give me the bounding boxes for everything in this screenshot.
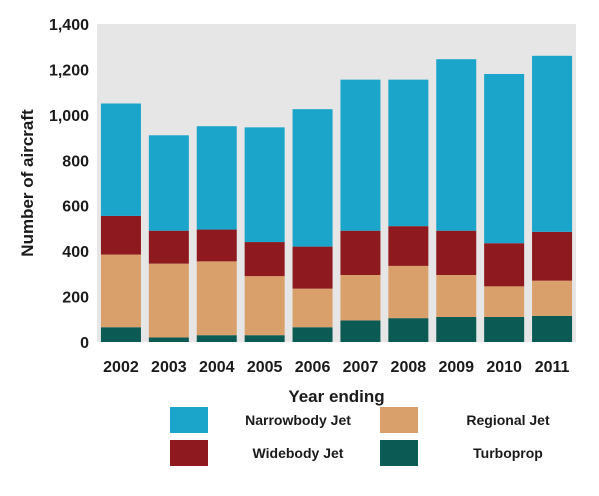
bar-turboprop-2002 [100,327,141,342]
bar-narrowbody-jet-2003 [148,135,189,231]
x-tick-label: 2007 [343,359,379,376]
legend-item-narrowbody-jet: Narrowbody Jet [170,407,351,433]
y-tick-label: 0 [80,335,89,352]
bar-stack-2008 [388,79,429,342]
bar-turboprop-2007 [340,320,381,342]
bar-regional-jet-2007 [340,274,381,321]
y-axis-title: Number of aircraft [18,109,37,257]
legend-item-regional-jet: Regional Jet [380,407,550,433]
bar-turboprop-2003 [148,337,189,342]
bars [100,55,573,342]
legend: Narrowbody Jet Regional Jet Widebody Jet Tu… [170,407,550,466]
y-tick-label: 600 [62,199,89,216]
bar-stack-2005 [244,127,285,342]
legend-label: Widebody Jet [253,445,344,461]
bar-regional-jet-2008 [388,265,429,319]
legend-swatch [380,440,418,466]
x-tick-label: 2003 [151,359,187,376]
bar-stack-2003 [148,135,189,342]
bar-stack-2007 [340,79,381,342]
bar-widebody-jet-2008 [388,226,429,266]
x-axis-title: Year ending [288,387,384,406]
bar-narrowbody-jet-2008 [388,79,429,227]
bar-turboprop-2011 [532,315,573,342]
bar-widebody-jet-2004 [196,229,237,262]
legend-item-widebody-jet: Widebody Jet [170,440,344,466]
y-tick-label: 800 [62,153,89,170]
y-tick-label: 400 [62,244,89,261]
bar-stack-2004 [196,126,237,342]
bar-widebody-jet-2005 [244,242,285,277]
bar-widebody-jet-2003 [148,230,189,264]
bar-narrowbody-jet-2007 [340,79,381,231]
bar-regional-jet-2003 [148,263,189,338]
bar-stack-2009 [436,59,477,342]
x-tick-label: 2011 [535,359,570,376]
bar-widebody-jet-2006 [292,246,333,289]
x-tick-label: 2004 [199,359,235,376]
bar-turboprop-2004 [196,335,237,342]
y-tick-label: 1,000 [49,108,89,125]
bar-turboprop-2006 [292,327,333,342]
bar-widebody-jet-2002 [100,215,141,255]
x-tick-label: 2008 [391,359,427,376]
legend-swatch [170,407,208,433]
y-axis-ticks: 0 200 400 600 800 1,000 1,200 1,400 [49,17,89,352]
y-tick-label: 1,200 [49,62,89,79]
y-tick-label: 1,400 [49,17,89,34]
bar-regional-jet-2010 [484,286,525,318]
bar-regional-jet-2006 [292,288,333,328]
bar-narrowbody-jet-2010 [484,73,525,244]
y-tick-label: 200 [62,290,89,307]
legend-item-turboprop: Turboprop [380,440,543,466]
bar-widebody-jet-2011 [532,231,573,281]
bar-stack-2010 [484,73,525,342]
x-tick-label: 2009 [438,359,474,376]
bar-widebody-jet-2010 [484,243,525,287]
bar-turboprop-2009 [436,317,477,342]
bar-narrowbody-jet-2005 [244,127,285,243]
bar-widebody-jet-2009 [436,230,477,275]
bar-regional-jet-2009 [436,274,477,318]
bar-widebody-jet-2007 [340,230,381,275]
bar-regional-jet-2004 [196,261,237,336]
x-tick-label: 2006 [295,359,331,376]
bar-narrowbody-jet-2009 [436,59,477,231]
legend-label: Turboprop [473,445,543,461]
bar-stack-2002 [100,103,141,342]
bar-turboprop-2010 [484,317,525,342]
bar-turboprop-2005 [244,335,285,342]
bar-turboprop-2008 [388,318,429,342]
bar-regional-jet-2002 [100,254,141,328]
legend-label: Narrowbody Jet [245,412,351,428]
bar-narrowbody-jet-2002 [100,103,141,216]
bar-narrowbody-jet-2004 [196,126,237,230]
x-axis-ticks: 2002 2003 2004 2005 2006 2007 2008 2009 2010 2011 [103,359,569,376]
bar-regional-jet-2011 [532,280,573,316]
legend-swatch [170,440,208,466]
x-tick-label: 2005 [247,359,283,376]
bar-narrowbody-jet-2011 [532,55,573,232]
x-tick-label: 2002 [103,359,139,376]
bar-stack-2011 [532,55,573,342]
bar-stack-2006 [292,109,333,342]
bar-narrowbody-jet-2006 [292,109,333,247]
legend-swatch [380,407,418,433]
bar-regional-jet-2005 [244,276,285,336]
x-tick-label: 2010 [486,359,522,376]
legend-label: Regional Jet [466,412,550,428]
